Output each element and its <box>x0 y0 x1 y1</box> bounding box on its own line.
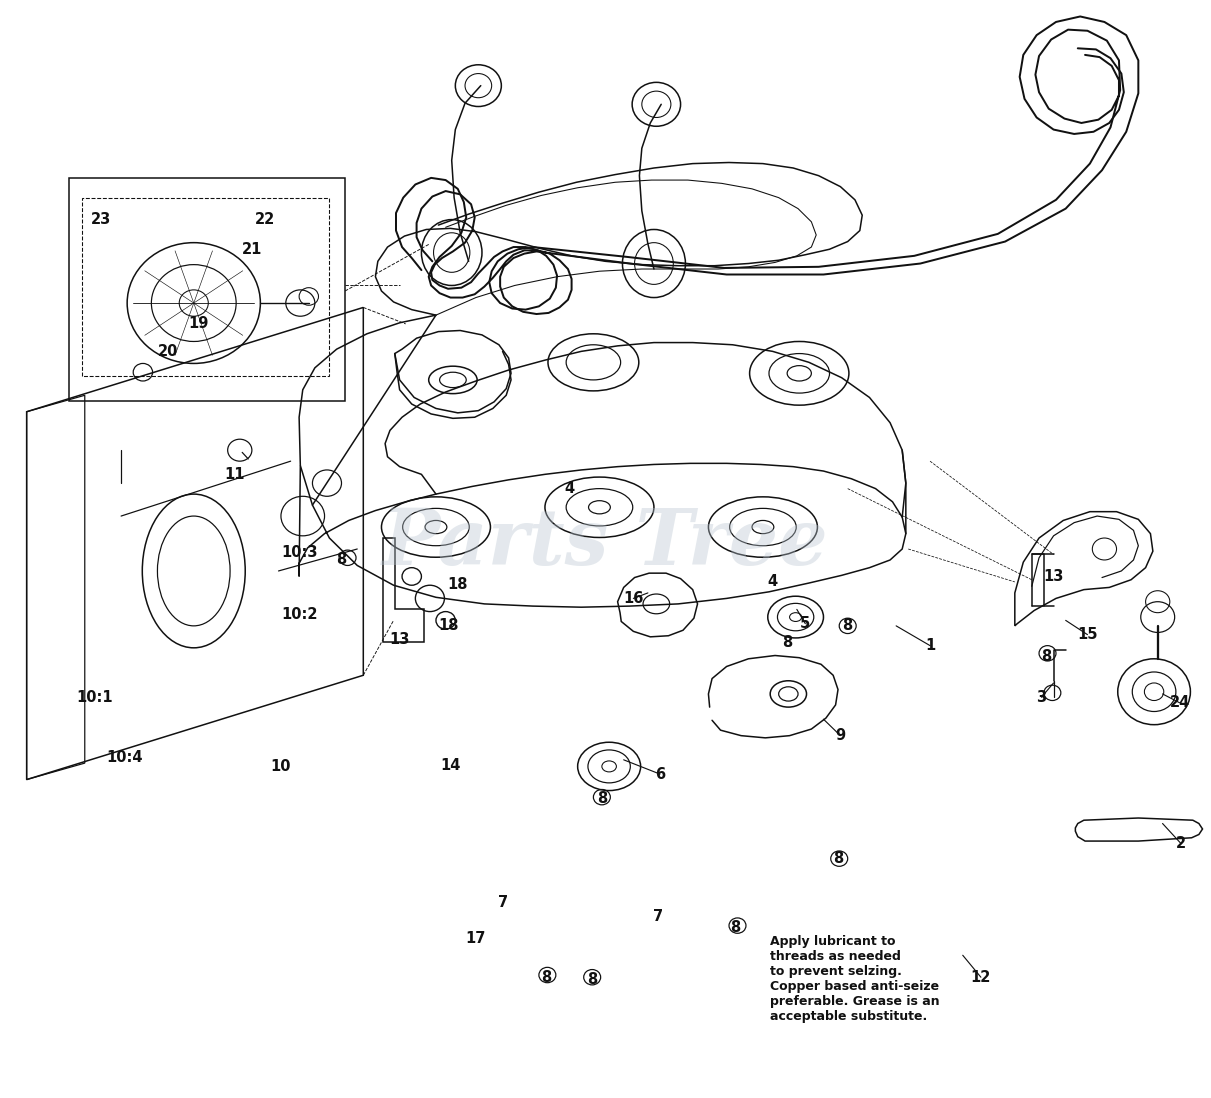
Text: 1: 1 <box>925 638 935 653</box>
Text: 5: 5 <box>800 616 810 631</box>
Text: 21: 21 <box>242 242 262 257</box>
Text: 17: 17 <box>466 931 486 946</box>
Text: 18: 18 <box>448 576 467 592</box>
Text: 16: 16 <box>624 591 643 606</box>
Text: 18: 18 <box>438 618 458 634</box>
Text: 20: 20 <box>159 344 178 359</box>
Text: 12: 12 <box>971 970 991 985</box>
Text: 10: 10 <box>271 759 291 774</box>
Text: 10:2: 10:2 <box>281 607 317 623</box>
Text: 6: 6 <box>655 766 665 782</box>
Text: 13: 13 <box>390 631 409 647</box>
Text: 8: 8 <box>337 552 346 568</box>
Text: 4: 4 <box>564 481 574 496</box>
Text: 7: 7 <box>498 895 507 910</box>
Text: 7: 7 <box>653 909 662 925</box>
Text: 8: 8 <box>541 970 551 985</box>
Text: 8: 8 <box>730 920 740 935</box>
Text: 24: 24 <box>1170 695 1189 710</box>
Text: 8: 8 <box>843 618 853 634</box>
Text: 8: 8 <box>587 972 597 987</box>
Text: 2: 2 <box>1176 836 1186 851</box>
Text: 14: 14 <box>441 758 460 773</box>
Text: 11: 11 <box>225 467 245 482</box>
Text: Parts Tree: Parts Tree <box>383 505 828 582</box>
Text: 10:1: 10:1 <box>76 690 113 705</box>
Text: 8: 8 <box>1041 649 1051 664</box>
Text: Apply lubricant to
threads as needed
to prevent selzing.
Copper based anti-seize: Apply lubricant to threads as needed to … <box>770 935 940 1023</box>
Text: 3: 3 <box>1037 690 1046 705</box>
Text: 8: 8 <box>597 791 607 806</box>
Text: 23: 23 <box>91 212 110 227</box>
Text: 8: 8 <box>833 851 843 866</box>
Text: 15: 15 <box>1078 627 1097 642</box>
Text: 22: 22 <box>256 212 275 227</box>
Text: 10:3: 10:3 <box>281 545 317 560</box>
Text: 19: 19 <box>189 316 208 332</box>
Text: 4: 4 <box>768 574 777 590</box>
Text: 13: 13 <box>1044 569 1063 584</box>
Text: 8: 8 <box>782 635 792 650</box>
Text: 9: 9 <box>836 728 845 743</box>
Text: 10:4: 10:4 <box>107 750 143 765</box>
